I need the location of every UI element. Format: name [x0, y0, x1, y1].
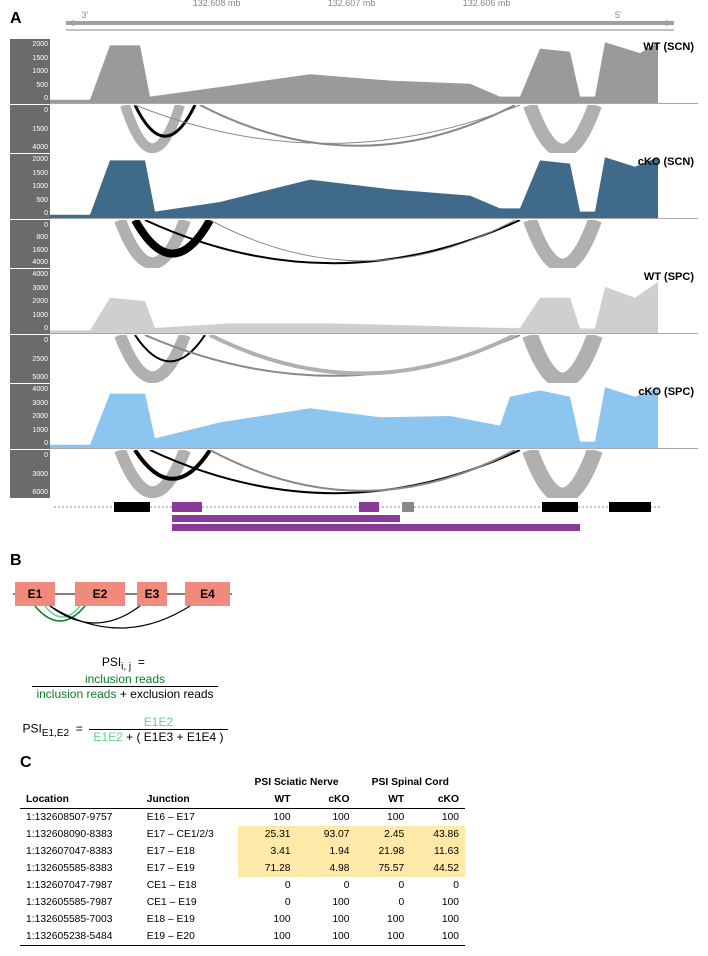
table-header: WT [356, 791, 411, 809]
table-header: cKO [297, 791, 356, 809]
arc-svg [50, 220, 658, 268]
panel-b-label: B [10, 552, 240, 570]
table-group-spinal: PSI Spinal Cord [356, 774, 466, 791]
sashimi-track: 025005000 [10, 335, 698, 383]
table-group-sciatic: PSI Sciatic Nerve [238, 774, 356, 791]
panel-c-label: C [20, 754, 465, 772]
coverage-track: 40003000200010000 WT (SPC) [10, 269, 698, 334]
ruler-3prime: 3' [82, 10, 89, 20]
ruler-tick: 132.607 mb [328, 0, 376, 8]
track-label: WT (SCN) [643, 41, 694, 53]
table-header: Location [20, 791, 141, 809]
arc-svg [50, 450, 658, 498]
coverage-track: 2000150010005000 WT (SCN) [10, 39, 698, 104]
panel-a: A 3' 5' 132.608 mb132.607 mb132.606 mb 2… [10, 10, 698, 542]
coverage-track: 40003000200010000 cKO (SPC) [10, 384, 698, 449]
psi-table: PSI Sciatic Nerve PSI Spinal Cord Locati… [20, 774, 465, 946]
coverage-yaxis: 40003000200010000 [10, 384, 50, 449]
exon-schematic: E1 E2 E3 E4 [10, 572, 235, 642]
sashimi-track: 030006000 [10, 450, 698, 498]
sashimi-track: 080016004000 [10, 220, 698, 268]
table-row: 1:132607047-8383E17 – E183.411.9421.9811… [20, 843, 465, 860]
table-row: 1:132605238-5484E19 – E20100100100100 [20, 928, 465, 946]
track-label: cKO (SPC) [638, 386, 694, 398]
arc-yaxis: 025005000 [10, 335, 50, 383]
table-header: WT [238, 791, 297, 809]
table-row: 1:132608507-9757E16 – E17100100100100 [20, 809, 465, 827]
coverage-yaxis: 40003000200010000 [10, 269, 50, 334]
coverage-svg [50, 154, 658, 218]
table-row: 1:132605585-8383E17 – E1971.284.9875.574… [20, 860, 465, 877]
panel-b: B E1 E2 E3 E4 PSIi, j = inclusion reads inc… [10, 552, 240, 744]
svg-text:E3: E3 [145, 587, 160, 601]
track-label: cKO (SCN) [638, 156, 694, 168]
svg-text:E4: E4 [200, 587, 215, 601]
panel-c: C PSI Sciatic Nerve PSI Spinal Cord Loca… [20, 754, 465, 946]
coverage-svg [50, 39, 658, 103]
ruler-tick: 132.606 mb [463, 0, 511, 8]
coverage-yaxis: 2000150010005000 [10, 39, 50, 104]
table-row: 1:132607047-7987CE1 – E180000 [20, 877, 465, 894]
arc-yaxis: 015004000 [10, 105, 50, 153]
coverage-yaxis: 2000150010005000 [10, 154, 50, 219]
coverage-svg [50, 384, 658, 448]
table-header: cKO [410, 791, 465, 809]
arc-yaxis: 030006000 [10, 450, 50, 498]
svg-text:E1: E1 [28, 587, 43, 601]
arc-svg [50, 335, 658, 383]
arc-yaxis: 080016004000 [10, 220, 50, 268]
arc-svg [50, 105, 658, 153]
table-header: Junction [141, 791, 238, 809]
table-row: 1:132605585-7987CE1 – E1901000100 [20, 894, 465, 911]
table-row: 1:132608090-8383E17 – CE1/2/325.3193.072… [20, 826, 465, 843]
ruler-svg [66, 20, 674, 34]
psi-generic-formula: PSIi, j = inclusion reads inclusion read… [10, 655, 240, 701]
track-label: WT (SPC) [644, 271, 694, 283]
panel-a-label: A [10, 10, 22, 28]
coverage-svg [50, 269, 658, 333]
ruler-tick: 132.608 mb [193, 0, 241, 8]
ruler-5prime: 5' [615, 10, 622, 20]
psi-specific-formula: PSIE1,E2 = E1E2 E1E2 + ( E1E3 + E1E4 ) [10, 715, 240, 744]
svg-text:E2: E2 [93, 587, 108, 601]
table-row: 1:132605585-7003E18 – E19100100100100 [20, 911, 465, 928]
coverage-track: 2000150010005000 cKO (SCN) [10, 154, 698, 219]
exon-model [54, 501, 662, 537]
genome-ruler: 3' 5' 132.608 mb132.607 mb132.606 mb [82, 10, 622, 20]
sashimi-track: 015004000 [10, 105, 698, 153]
